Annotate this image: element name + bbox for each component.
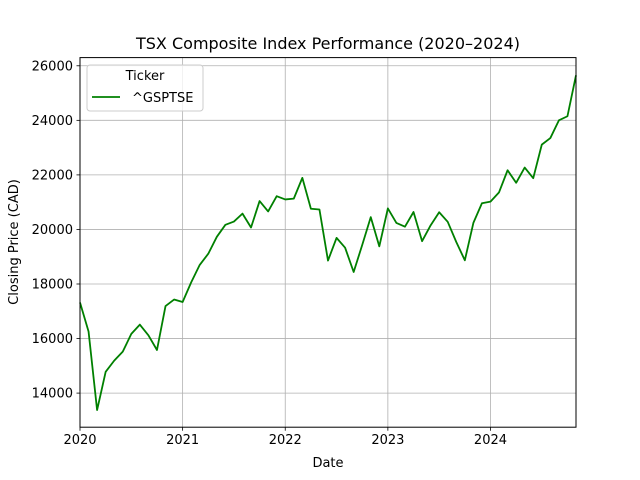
y-tick-label: 14000: [32, 387, 73, 402]
legend-label-gsptse: ^GSPTSE: [132, 91, 193, 106]
y-tick-label: 16000: [32, 332, 73, 347]
x-tick-label: 2022: [269, 433, 302, 448]
y-tick-label: 24000: [32, 114, 73, 129]
y-axis-label: Closing Price (CAD): [7, 179, 22, 305]
legend-box: [86, 64, 204, 112]
chart-title: TSX Composite Index Performance (2020–20…: [135, 34, 520, 53]
grid-lines: [79, 57, 576, 428]
x-tick-label: 2024: [474, 433, 507, 448]
x-tick-label: 2021: [166, 433, 199, 448]
legend-title: Ticker: [125, 69, 165, 84]
x-axis-label: Date: [312, 456, 343, 471]
plot-frame: [79, 57, 577, 428]
x-tick-label: 2020: [63, 433, 96, 448]
y-tick-label: 26000: [32, 59, 73, 74]
y-tick-label: 20000: [32, 223, 73, 238]
legend: Ticker ^GSPTSE: [86, 64, 204, 112]
series-line-gsptse: [79, 75, 577, 411]
axis-ticks: 2020 2021 2022 2023 2024 14000 16000 18000 20000…: [32, 59, 507, 448]
x-tick-label: 2023: [371, 433, 404, 448]
y-tick-label: 22000: [32, 168, 73, 183]
y-tick-label: 18000: [32, 277, 73, 292]
